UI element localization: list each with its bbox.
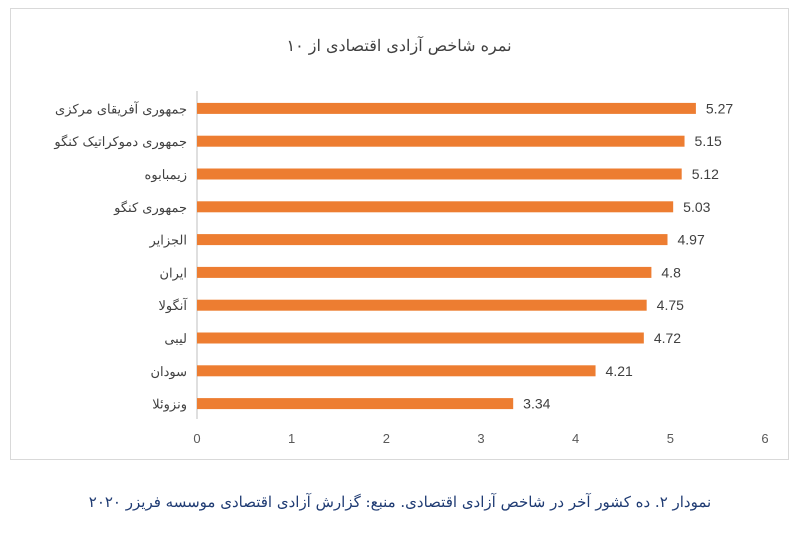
category-label: ایران: [159, 266, 187, 281]
bar: [197, 299, 647, 311]
category-label: ونزوئلا: [152, 398, 187, 413]
value-label: 5.15: [695, 133, 722, 149]
x-tick-label: 6: [761, 431, 768, 446]
category-label: جمهوری آفریقای مرکزی: [55, 100, 187, 117]
value-label: 4.75: [657, 297, 684, 313]
value-label: 3.34: [523, 396, 550, 412]
bar: [197, 135, 685, 147]
value-label: 4.72: [654, 330, 681, 346]
x-tick-label: 5: [667, 431, 674, 446]
x-tick-label: 1: [288, 431, 295, 446]
bar: [197, 365, 596, 377]
bar: [197, 168, 682, 180]
category-label: لیبی: [164, 332, 187, 347]
category-label: جمهوری دموکراتیک کنگو: [53, 134, 187, 150]
x-tick-label: 2: [383, 431, 390, 446]
x-tick-label: 4: [572, 431, 579, 446]
bar: [197, 234, 668, 246]
value-label: 5.03: [683, 199, 710, 215]
chart-frame: نمره شاخص آزادی اقتصادی از ۱۰ جمهوری آفر…: [10, 8, 789, 460]
bar-chart: نمره شاخص آزادی اقتصادی از ۱۰ جمهوری آفر…: [53, 35, 768, 446]
bar: [197, 332, 644, 344]
value-label: 4.8: [661, 264, 681, 280]
value-label: 4.97: [677, 232, 704, 248]
x-tick-label: 0: [193, 431, 200, 446]
category-label: زیمبابوه: [145, 168, 187, 183]
bar: [197, 398, 514, 410]
value-label: 5.12: [692, 166, 719, 182]
x-tick-label: 3: [477, 431, 484, 446]
category-label: آنگولا: [158, 297, 188, 314]
category-label: الجزایر: [148, 234, 187, 249]
bar: [197, 266, 652, 278]
category-label: جمهوری کنگو: [113, 200, 187, 216]
bar: [197, 201, 674, 213]
figure-caption: نمودار ۲. ده کشور آخر در شاخص آزادی اقتص…: [88, 493, 712, 511]
bars-layer: جمهوری آفریقای مرکزی 5.27 جمهوری دموکراتیک…: [53, 100, 768, 446]
category-label: سودان: [150, 365, 187, 380]
value-label: 4.21: [606, 363, 633, 379]
value-label: 5.27: [706, 100, 733, 116]
bar: [197, 102, 696, 114]
chart-title: نمره شاخص آزادی اقتصادی از ۱۰: [286, 35, 511, 55]
